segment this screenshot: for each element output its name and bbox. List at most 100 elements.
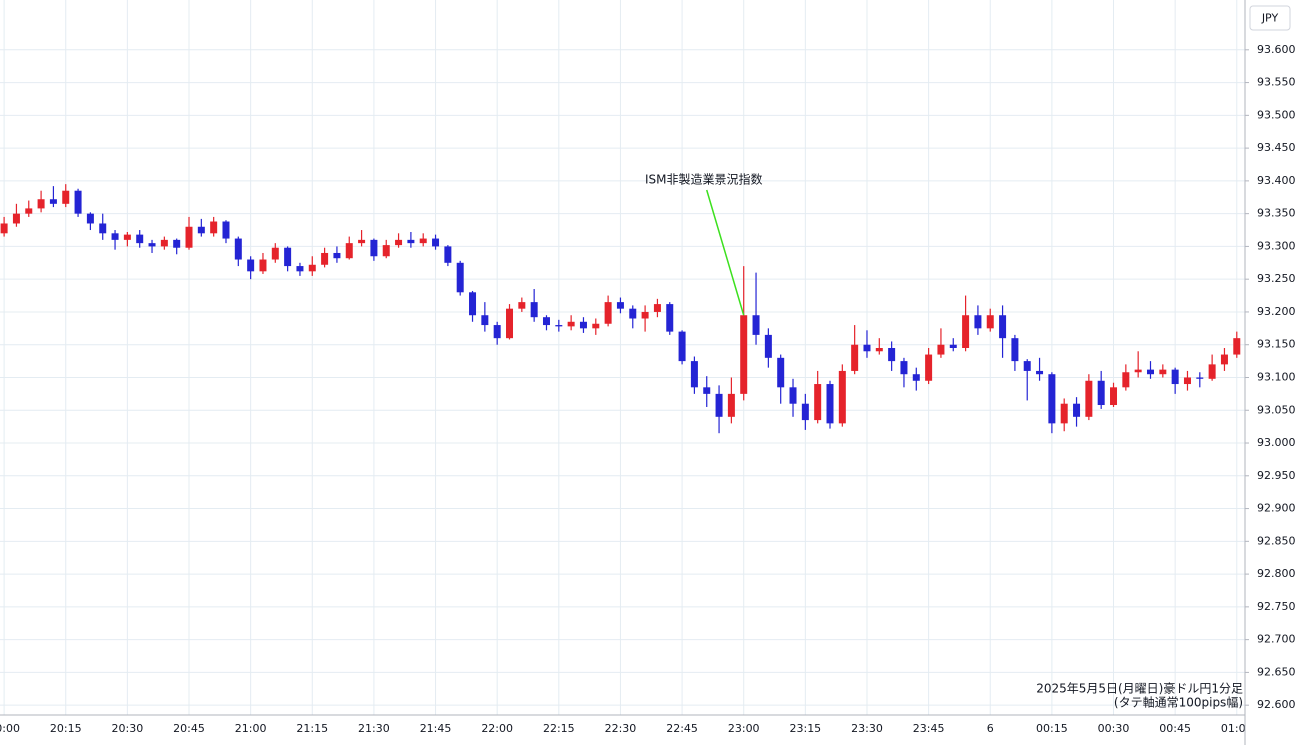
candle-body [1183, 377, 1191, 385]
y-axis-panel [1245, 0, 1300, 745]
candle-body [863, 344, 871, 352]
candle-body [1011, 338, 1019, 362]
candle-body [875, 347, 883, 352]
currency-label: JPY [1261, 12, 1279, 25]
candle-body [826, 384, 834, 424]
candle-body [641, 311, 649, 319]
y-tick-label: 92.950 [1257, 469, 1296, 482]
candle-body [210, 221, 218, 234]
candle-body [937, 344, 945, 355]
y-tick-label: 93.300 [1257, 239, 1296, 252]
candle-body [604, 302, 612, 324]
candle-body [777, 357, 785, 388]
candle-body [678, 331, 686, 362]
candle-body [974, 315, 982, 329]
x-tick-label: 6 [987, 722, 994, 735]
candle-body [616, 302, 624, 309]
candle-body [37, 199, 45, 209]
candle-body [333, 252, 341, 259]
candle-body [986, 315, 994, 329]
y-tick-label: 93.350 [1257, 207, 1296, 220]
candle-body [851, 344, 859, 371]
candle-body [1023, 361, 1031, 371]
x-tick-label: 23:45 [913, 722, 945, 735]
candle-body [123, 234, 131, 240]
y-tick-label: 93.500 [1257, 108, 1296, 121]
candle-body [789, 387, 797, 404]
y-tick-label: 93.600 [1257, 43, 1296, 56]
candle-body [1208, 364, 1216, 379]
candle-body [715, 393, 723, 417]
candle-body [1085, 380, 1093, 417]
x-tick-label: 20:30 [112, 722, 144, 735]
candle-body [567, 321, 575, 327]
candle-body [592, 323, 600, 329]
x-tick-label: 22:30 [605, 722, 637, 735]
x-tick-label: 23:30 [851, 722, 883, 735]
candle-body [925, 354, 933, 381]
candle-body [185, 226, 193, 248]
candle-body [1110, 387, 1118, 406]
candle-body [703, 387, 711, 394]
candle-body [444, 246, 452, 263]
candle-body [456, 262, 464, 293]
candle-body [173, 239, 181, 248]
candle-body [1036, 370, 1044, 375]
candle-body [197, 226, 205, 234]
x-tick-label: 23:15 [789, 722, 821, 735]
caption: (タテ軸通常100pips幅) [1114, 695, 1243, 710]
candle-body [296, 266, 304, 272]
candle-body [493, 325, 501, 339]
candle-body [136, 234, 144, 244]
candle-body [1146, 369, 1154, 375]
candle-body [74, 190, 82, 214]
x-tick-label: 21:00 [235, 722, 267, 735]
candle-body [1134, 369, 1142, 373]
y-tick-label: 93.450 [1257, 141, 1296, 154]
candle-body [25, 208, 33, 214]
y-tick-label: 93.050 [1257, 403, 1296, 416]
x-tick-label: 20:45 [173, 722, 205, 735]
candle-body [579, 321, 587, 329]
candle-body [1122, 372, 1130, 388]
candle-body [481, 315, 489, 326]
candle-body [1060, 403, 1068, 424]
y-tick-label: 93.200 [1257, 305, 1296, 318]
x-tick-label: 20:00 [0, 722, 20, 735]
candle-body [419, 238, 427, 244]
candle-body [740, 315, 748, 394]
y-tick-label: 92.850 [1257, 534, 1296, 547]
candle-body [629, 308, 637, 319]
candle-body [345, 243, 353, 259]
candle-body [321, 252, 329, 265]
candle-body [727, 393, 735, 417]
y-tick-label: 92.900 [1257, 502, 1296, 515]
candle-body [518, 302, 526, 309]
candle-body [234, 238, 242, 260]
x-tick-label: 22:15 [543, 722, 575, 735]
x-tick-label: 22:45 [666, 722, 698, 735]
candle-body [1171, 369, 1179, 385]
candle-body [666, 304, 674, 332]
annotation-label: ISM非製造業景況指数 [645, 172, 763, 187]
candle-body [148, 243, 156, 247]
y-tick-label: 92.750 [1257, 600, 1296, 613]
candle-body [1220, 354, 1228, 365]
y-tick-label: 93.400 [1257, 174, 1296, 187]
y-tick-label: 93.550 [1257, 76, 1296, 89]
candle-body [912, 374, 920, 381]
candle-body [530, 302, 538, 318]
x-tick-label: 21:30 [358, 722, 390, 735]
y-tick-label: 93.100 [1257, 370, 1296, 383]
candle-body [284, 247, 292, 267]
x-tick-label: 22:00 [481, 722, 513, 735]
candle-body [1196, 377, 1204, 379]
caption: 2025年5月5日(月曜日)豪ドル円1分足 [1036, 681, 1243, 696]
candle-body [407, 239, 415, 244]
x-tick-label: 21:15 [296, 722, 328, 735]
candle-body [764, 334, 772, 358]
currency-box [1249, 5, 1291, 31]
candle-body [469, 292, 477, 316]
